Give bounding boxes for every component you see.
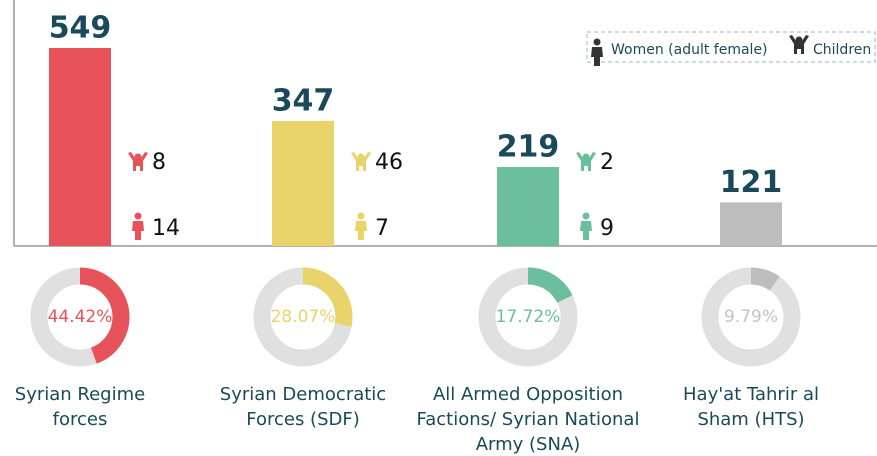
legend-label: Children	[813, 42, 871, 58]
category-label: All Armed Opposition Factions/ Syrian Na…	[416, 384, 640, 455]
icon-body	[580, 221, 592, 240]
children-label: 8	[152, 150, 166, 175]
donut-segment	[253, 267, 353, 367]
icon-head	[582, 212, 590, 220]
icon-body	[789, 35, 809, 54]
women-icon	[132, 212, 144, 240]
value-label: 219	[497, 130, 560, 165]
children-icon	[789, 35, 809, 54]
bar	[49, 48, 111, 246]
value-label: 347	[272, 83, 335, 118]
women-icon	[591, 38, 603, 66]
women-icon	[580, 212, 592, 240]
children-icon	[128, 152, 148, 171]
women-label: 9	[600, 216, 614, 241]
percentage-label: 28.07%	[271, 307, 336, 327]
children-label: 2	[600, 150, 614, 175]
icon-body	[591, 47, 603, 66]
percentage-label: 44.42%	[48, 307, 113, 327]
children-icon	[576, 152, 596, 171]
percentage-label: 17.72%	[496, 307, 561, 327]
category-label: Hay'at Tahrir al Sham (HTS)	[683, 384, 819, 430]
icon-body	[576, 152, 596, 171]
icon-head	[134, 212, 142, 220]
bar	[272, 120, 334, 246]
value-label: 549	[49, 11, 112, 46]
women-label: 14	[152, 216, 180, 241]
bar	[497, 167, 559, 246]
icon-head	[593, 38, 601, 46]
children-icon	[351, 152, 371, 171]
category-label: Syrian Regime forces	[14, 384, 146, 430]
icon-body	[132, 221, 144, 240]
percentage-label: 9.79%	[724, 307, 778, 327]
donut-segment	[478, 267, 578, 367]
legend-box	[586, 31, 876, 63]
bar	[720, 202, 782, 246]
category-label: Syrian Democratic Forces (SDF)	[219, 384, 387, 430]
icon-head	[357, 212, 365, 220]
legend-label: Women (adult female)	[611, 42, 768, 58]
donut-segment	[30, 267, 130, 367]
icon-body	[351, 152, 371, 171]
women-label: 7	[375, 216, 389, 241]
donut-segment	[701, 267, 801, 367]
icon-body	[128, 152, 148, 171]
women-icon	[355, 212, 367, 240]
icon-body	[355, 221, 367, 240]
value-label: 121	[720, 165, 783, 200]
children-label: 46	[375, 150, 403, 175]
